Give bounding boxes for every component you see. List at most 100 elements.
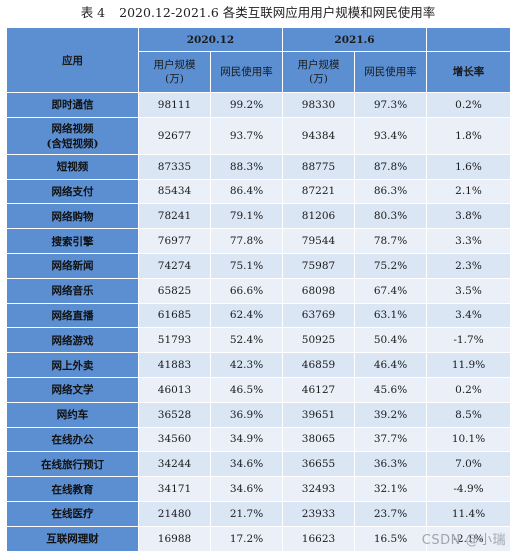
table-row: 在线办公 34560 34.9% 38065 37.7% 10.1% xyxy=(6,426,511,453)
rate-2021-cell: 63.1% xyxy=(354,302,427,329)
users-2021-cell: 75987 xyxy=(282,252,355,279)
app-name-cell: 网络支付 xyxy=(6,178,139,205)
rate-2020-cell: 93.7% xyxy=(210,116,283,155)
growth-cell: -2.1% xyxy=(426,525,511,552)
users-2020-cell: 85434 xyxy=(138,178,211,205)
table-row: 网络购物 78241 79.1% 81206 80.3% 3.8% xyxy=(6,203,511,230)
app-name-cell: 互联网理财 xyxy=(6,525,139,552)
table-row: 网上外卖 41883 42.3% 46859 46.4% 11.9% xyxy=(6,352,511,378)
header-users-line1: 用户规模 xyxy=(153,59,196,71)
rate-2021-cell: 50.4% xyxy=(354,327,427,354)
header-users-2: 用户规模 (万) xyxy=(282,51,355,93)
rate-2020-cell: 42.3% xyxy=(210,352,283,378)
growth-cell: 11.9% xyxy=(426,352,511,378)
app-name-line: (含短视频) xyxy=(46,137,99,150)
users-2020-cell: 21480 xyxy=(138,500,211,527)
table-row: 网络音乐 65825 66.6% 68098 67.4% 3.5% xyxy=(6,277,511,304)
header-rate-2: 网民使用率 xyxy=(354,51,427,93)
app-name-cell: 在线办公 xyxy=(6,426,139,453)
app-name-line: 在线办公 xyxy=(51,433,94,446)
rate-2020-cell: 34.6% xyxy=(210,451,283,478)
rate-2020-cell: 86.4% xyxy=(210,178,283,205)
app-name-cell: 搜索引擎 xyxy=(6,228,139,254)
users-2020-cell: 78241 xyxy=(138,203,211,230)
app-name-line: 网络直播 xyxy=(51,309,94,322)
rate-2020-cell: 46.5% xyxy=(210,376,283,403)
users-2021-cell: 94384 xyxy=(282,116,355,155)
users-2020-cell: 34560 xyxy=(138,426,211,453)
app-name-line: 在线医疗 xyxy=(51,508,94,521)
rate-2020-cell: 88.3% xyxy=(210,153,283,180)
rate-2020-cell: 36.9% xyxy=(210,401,283,428)
app-name-line: 网络购物 xyxy=(51,210,94,223)
users-2021-cell: 63769 xyxy=(282,302,355,329)
table-row: 在线医疗 21480 21.7% 23933 23.7% 11.4% xyxy=(6,500,511,527)
users-2020-cell: 51793 xyxy=(138,327,211,354)
table-row: 即时通信 98111 99.2% 98330 97.3% 0.2% xyxy=(6,92,511,118)
rate-2021-cell: 23.7% xyxy=(354,500,427,527)
app-name-line: 网络支付 xyxy=(51,185,94,198)
rate-2020-cell: 62.4% xyxy=(210,302,283,329)
growth-cell: 1.6% xyxy=(426,153,511,180)
app-name-cell: 在线教育 xyxy=(6,476,139,502)
rate-2021-cell: 45.6% xyxy=(354,376,427,403)
users-2021-cell: 68098 xyxy=(282,277,355,304)
growth-cell: 3.4% xyxy=(426,302,511,329)
rate-2020-cell: 21.7% xyxy=(210,500,283,527)
rate-2021-cell: 93.4% xyxy=(354,116,427,155)
header-period-2: 2021.6 xyxy=(282,27,427,52)
watermark: CSDN @小瑞 xyxy=(421,533,506,548)
growth-cell: 11.4% xyxy=(426,500,511,527)
app-name-line: 搜索引擎 xyxy=(51,235,94,248)
rate-2021-cell: 32.1% xyxy=(354,476,427,502)
rate-2021-cell: 36.3% xyxy=(354,451,427,478)
table-row: 在线旅行预订 34244 34.6% 36655 36.3% 7.0% xyxy=(6,451,511,478)
rate-2020-cell: 77.8% xyxy=(210,228,283,254)
app-name-cell: 短视频 xyxy=(6,153,139,180)
users-2020-cell: 98111 xyxy=(138,92,211,118)
header-users-1: 用户规模 (万) xyxy=(138,51,211,93)
rate-2021-cell: 75.2% xyxy=(354,252,427,279)
users-2021-cell: 23933 xyxy=(282,500,355,527)
users-2021-cell: 38065 xyxy=(282,426,355,453)
rate-2020-cell: 75.1% xyxy=(210,252,283,279)
growth-cell: 7.0% xyxy=(426,451,511,478)
app-name-cell: 网络文学 xyxy=(6,376,139,403)
app-name-line: 网络游戏 xyxy=(51,334,94,347)
users-2021-cell: 79544 xyxy=(282,228,355,254)
app-name-cell: 网络购物 xyxy=(6,203,139,230)
users-2021-cell: 46859 xyxy=(282,352,355,378)
rate-2020-cell: 34.9% xyxy=(210,426,283,453)
users-2020-cell: 74274 xyxy=(138,252,211,279)
rate-2021-cell: 87.8% xyxy=(354,153,427,180)
growth-cell: -4.9% xyxy=(426,476,511,502)
app-name-cell: 网络直播 xyxy=(6,302,139,329)
table-row: 网约车 36528 36.9% 39651 39.2% 8.5% xyxy=(6,401,511,428)
users-2020-cell: 34244 xyxy=(138,451,211,478)
growth-cell: 8.5% xyxy=(426,401,511,428)
table-caption: 表 4 2020.12-2021.6 各类互联网应用用户规模和网民使用率 xyxy=(0,0,516,26)
growth-cell: 2.1% xyxy=(426,178,511,205)
growth-cell: -1.7% xyxy=(426,327,511,354)
app-name-line: 网络新闻 xyxy=(51,260,94,273)
app-name-line: 网上外卖 xyxy=(51,359,94,372)
app-name-line: 短视频 xyxy=(56,161,89,174)
users-2020-cell: 92677 xyxy=(138,116,211,155)
table-body: 即时通信 98111 99.2% 98330 97.3% 0.2% 网络视频 (含短视频) 92… xyxy=(6,92,511,552)
app-name-line: 网络文学 xyxy=(51,384,94,397)
users-2021-cell: 87221 xyxy=(282,178,355,205)
table-row: 网络视频 (含短视频) 92677 93.7% 94384 93.4% 1.8% xyxy=(6,116,511,155)
table-row: 网络新闻 74274 75.1% 75987 75.2% 2.3% xyxy=(6,252,511,279)
table-row: 搜索引擎 76977 77.8% 79544 78.7% 3.3% xyxy=(6,228,511,254)
header-rate-1: 网民使用率 xyxy=(210,51,283,93)
rate-2021-cell: 67.4% xyxy=(354,277,427,304)
rate-2020-cell: 52.4% xyxy=(210,327,283,354)
users-2020-cell: 61685 xyxy=(138,302,211,329)
users-2021-cell: 98330 xyxy=(282,92,355,118)
growth-cell: 10.1% xyxy=(426,426,511,453)
users-2021-cell: 36655 xyxy=(282,451,355,478)
rate-2021-cell: 78.7% xyxy=(354,228,427,254)
rate-2021-cell: 39.2% xyxy=(354,401,427,428)
app-name-line: 在线教育 xyxy=(51,483,94,496)
rate-2021-cell: 86.3% xyxy=(354,178,427,205)
